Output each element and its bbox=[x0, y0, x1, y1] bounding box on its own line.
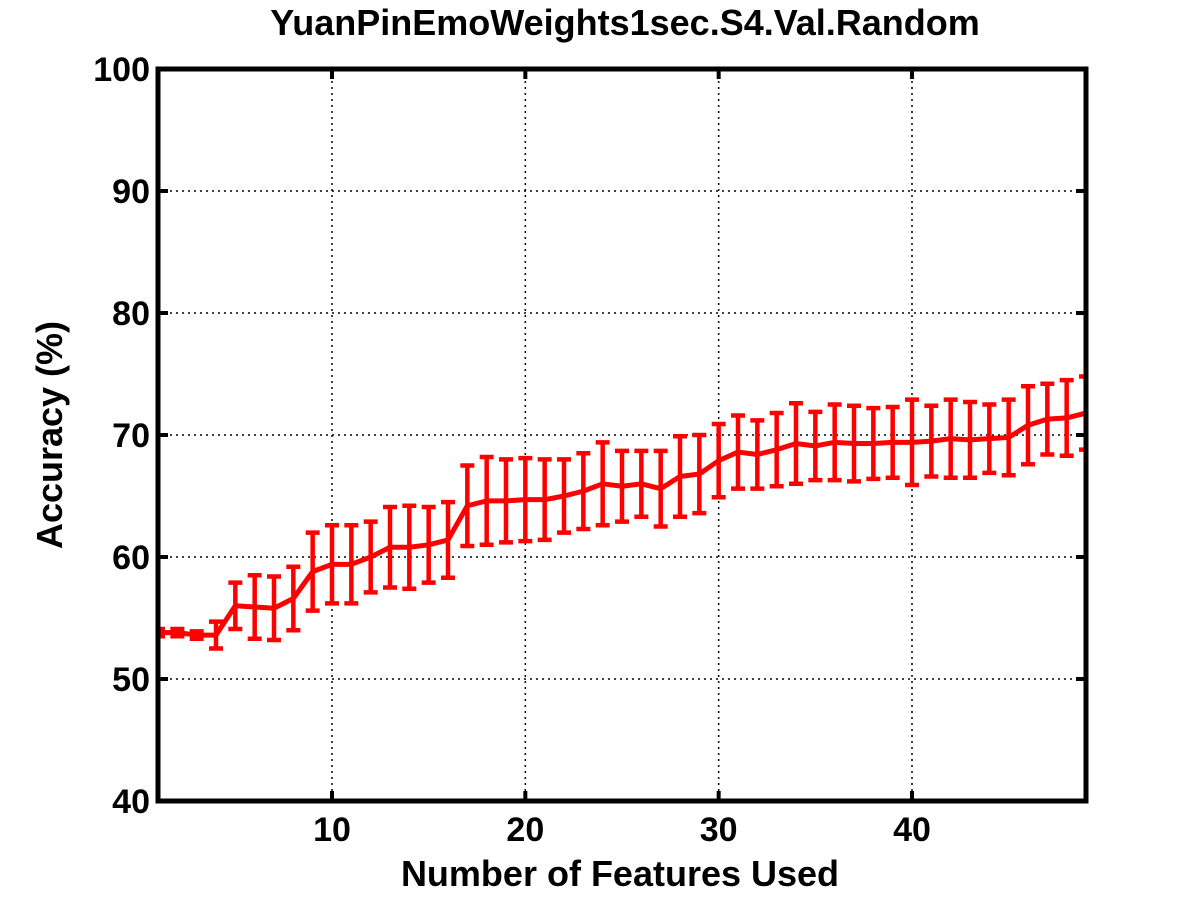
y-axis-label: Accuracy (%) bbox=[29, 321, 70, 549]
y-tick-label: 90 bbox=[112, 173, 150, 211]
series-line bbox=[155, 410, 1089, 638]
x-tick-label: 40 bbox=[893, 811, 931, 849]
y-tick-label: 50 bbox=[112, 661, 150, 699]
x-tick-labels: 10 20 30 40 bbox=[313, 811, 931, 849]
plot-frame bbox=[155, 66, 1089, 804]
x-tick-label: 10 bbox=[313, 811, 351, 849]
y-tick-label: 60 bbox=[112, 539, 150, 577]
x-axis-label: Number of Features Used bbox=[401, 853, 839, 894]
y-tick-labels: 40 50 60 70 80 90 100 bbox=[93, 51, 150, 821]
y-tick-label: 100 bbox=[93, 51, 150, 89]
x-tick-label: 30 bbox=[700, 811, 738, 849]
x-tick-label: 20 bbox=[506, 811, 544, 849]
error-bars bbox=[155, 374, 1089, 651]
y-tick-label: 80 bbox=[112, 295, 150, 333]
y-tick-label: 40 bbox=[112, 783, 150, 821]
chart-title: YuanPinEmoWeights1sec.S4.Val.Random bbox=[270, 2, 980, 43]
grid bbox=[158, 69, 1086, 801]
y-tick-label: 70 bbox=[112, 417, 150, 455]
